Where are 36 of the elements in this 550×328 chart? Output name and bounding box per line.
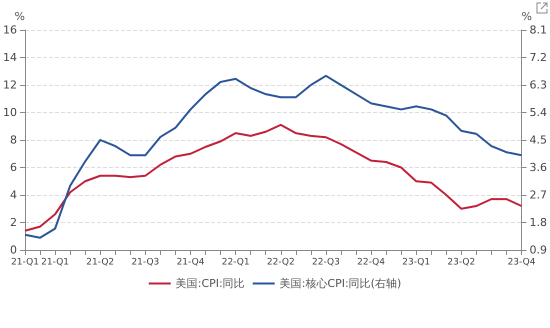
y-tick-label: 0 <box>10 244 17 256</box>
x-tick-label: 23-Q2 <box>447 258 476 268</box>
x-tick-label: 23-Q1 <box>402 258 430 268</box>
x-tick-label: 21-Q2 <box>86 258 114 268</box>
y2-tick-label: 2.7 <box>530 188 548 202</box>
x-tick-label: 21-Q4 <box>176 258 205 268</box>
y-axis-title: % <box>14 10 25 23</box>
x-tick-label: 22-Q3 <box>312 258 340 268</box>
y-tick-label: 4 <box>10 188 17 202</box>
y-tick-label: 12 <box>2 78 17 92</box>
x-tick-label: 22-Q1 <box>222 258 250 268</box>
y2-tick-label: 4.5 <box>530 134 548 146</box>
y2-axis-title: % <box>522 10 532 23</box>
y2-tick-label: 7.2 <box>530 51 548 64</box>
line-series <box>24 74 523 239</box>
x-tick-label: 21-Q1 <box>11 258 39 268</box>
y-tick-label: 8 <box>10 134 17 146</box>
x-tick-label: 21-Q3 <box>131 258 160 268</box>
y2-tick-label: 6.3 <box>530 78 548 92</box>
y2-tick-label: 5.4 <box>530 106 548 119</box>
y-tick-label: 6 <box>10 161 17 174</box>
y2-tick-label: 1.8 <box>530 216 548 229</box>
x-tick-label: 22-Q2 <box>266 258 295 268</box>
x-tick-label: 22-Q4 <box>357 258 386 268</box>
y2-tick-label: 0.9 <box>530 244 548 256</box>
legend-label: 美国:核心CPI:同比(右轴) <box>280 277 402 290</box>
line-series <box>24 124 523 232</box>
x-tick-label: 23-Q4 <box>508 258 536 268</box>
y-tick-label: 2 <box>10 216 17 229</box>
legend-label: 美国:CPI:同比 <box>176 277 245 290</box>
y-tick-label: 16 <box>2 24 17 36</box>
y2-tick-label: 8.1 <box>530 24 548 36</box>
y-tick-label: 10 <box>2 106 17 119</box>
y-tick-label: 14 <box>2 51 17 64</box>
x-tick-label: 21-Q1 <box>41 258 70 268</box>
y2-tick-label: 3.6 <box>530 161 548 174</box>
